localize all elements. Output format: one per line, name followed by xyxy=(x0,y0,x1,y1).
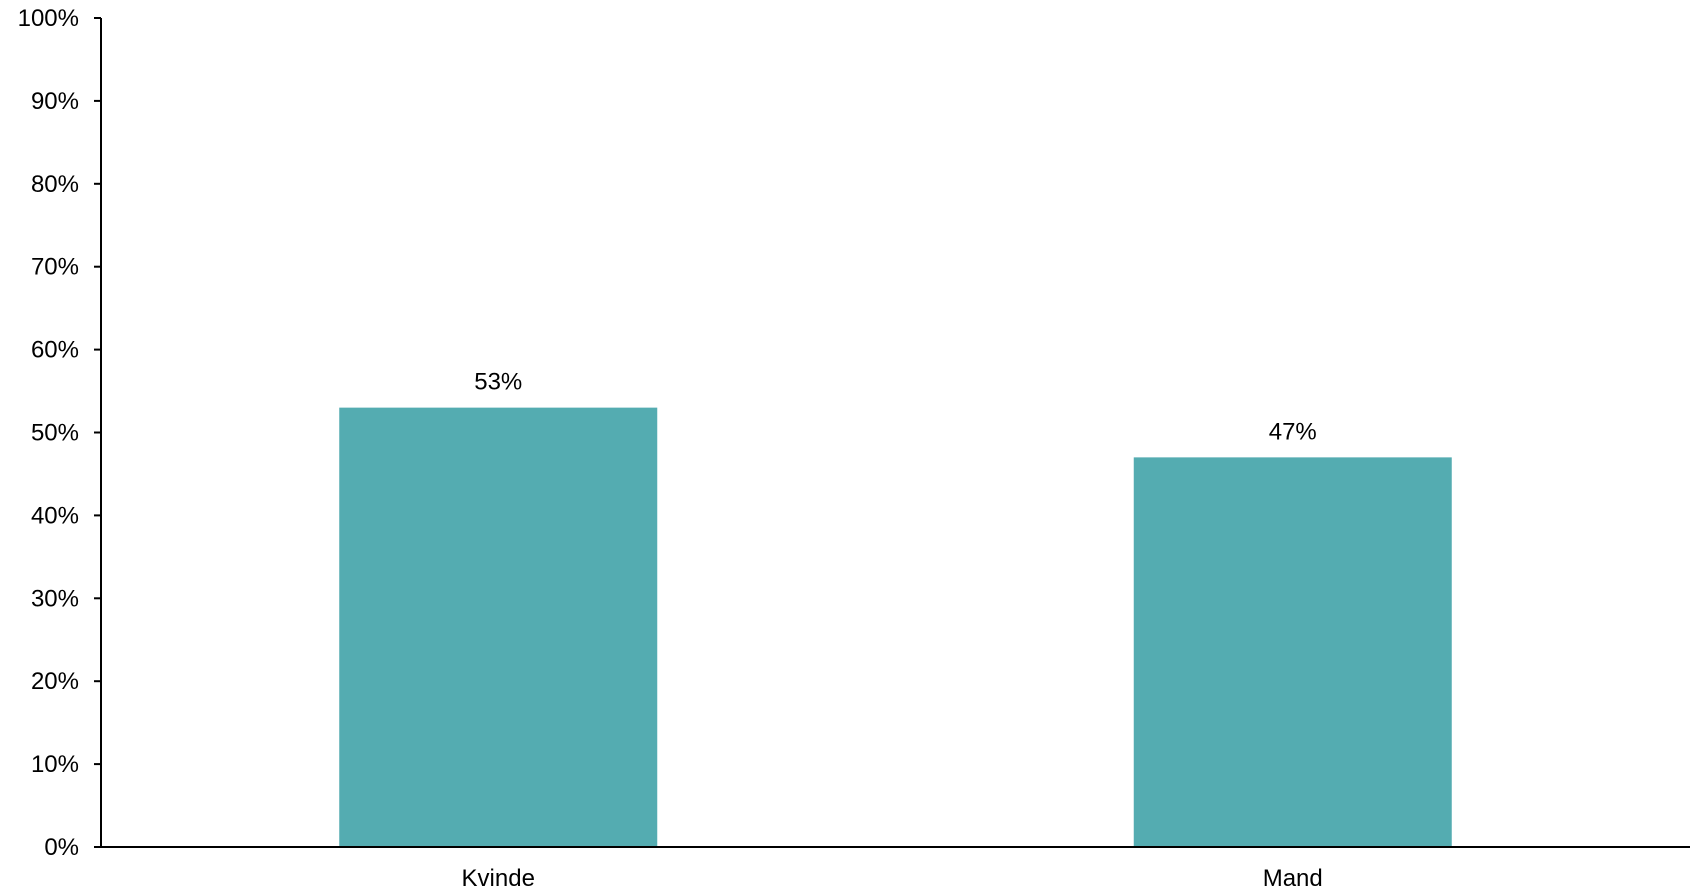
y-tick-label: 100% xyxy=(18,5,79,32)
data-labels: 53% 47% xyxy=(474,369,1317,446)
x-tick-label-mand: Mand xyxy=(1263,865,1323,892)
bars xyxy=(339,407,1452,847)
x-tick-label-kvinde: Kvinde xyxy=(462,865,535,892)
y-axis-ticks: 0% 10% 20% 30% 40% 50% 60% 70% 80% 90% 100% xyxy=(18,5,101,861)
bar-kvinde xyxy=(339,407,658,847)
y-tick-label: 0% xyxy=(44,834,79,861)
data-label-mand: 47% xyxy=(1269,418,1317,445)
y-tick-label: 80% xyxy=(31,171,79,198)
y-tick-label: 40% xyxy=(31,502,79,529)
y-tick-label: 10% xyxy=(31,751,79,778)
y-tick-label: 50% xyxy=(31,420,79,447)
data-label-kvinde: 53% xyxy=(474,369,522,396)
bar-mand xyxy=(1133,457,1452,847)
y-tick-label: 90% xyxy=(31,88,79,115)
y-tick-label: 30% xyxy=(31,585,79,612)
y-tick-label: 20% xyxy=(31,668,79,695)
y-tick-label: 60% xyxy=(31,337,79,364)
y-tick-label: 70% xyxy=(31,254,79,281)
x-axis-labels: Kvinde Mand xyxy=(462,865,1323,892)
